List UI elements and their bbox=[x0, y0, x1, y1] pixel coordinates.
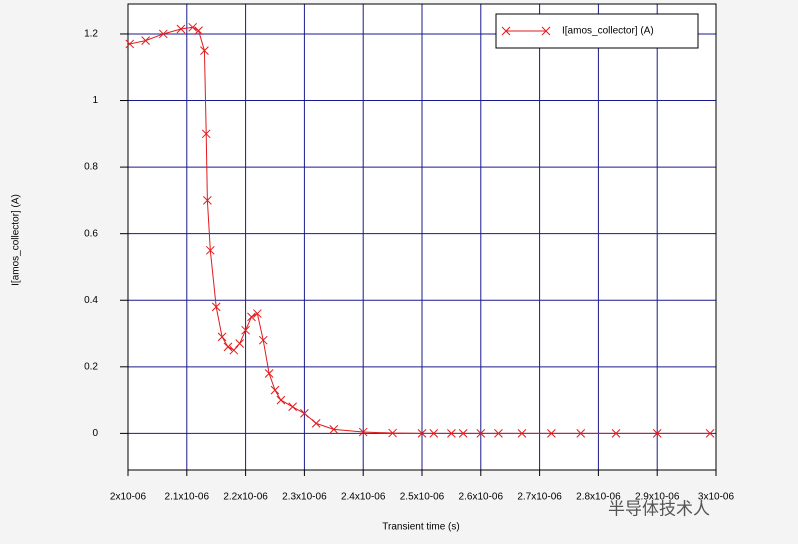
marker bbox=[258, 335, 268, 345]
marker bbox=[194, 26, 203, 35]
x-tick-label: 2.7x10-06 bbox=[517, 492, 562, 503]
x-tick-label: 2.6x10-06 bbox=[459, 492, 504, 503]
watermark: 半导体技术人 bbox=[608, 499, 710, 518]
x-tick-label: 2x10-06 bbox=[110, 492, 147, 503]
x-tick-label: 2.3x10-06 bbox=[282, 492, 327, 503]
y-tick-label: 0.8 bbox=[84, 162, 98, 173]
legend-marker bbox=[501, 26, 551, 36]
marker bbox=[211, 302, 221, 312]
series-line bbox=[129, 26, 711, 434]
y-tick-label: 0.2 bbox=[84, 361, 98, 372]
marker bbox=[476, 429, 486, 438]
plot-border bbox=[127, 3, 717, 471]
y-tick-label: 1.2 bbox=[84, 29, 98, 40]
legend-label: I[amos_collector] (A) bbox=[562, 26, 654, 37]
marker bbox=[705, 429, 715, 438]
marker bbox=[201, 129, 211, 139]
marker bbox=[253, 309, 262, 318]
x-tick-label: 2.4x10-06 bbox=[341, 492, 386, 503]
marker bbox=[311, 419, 321, 428]
x-tick-label: 2.2x10-06 bbox=[223, 492, 268, 503]
x-tick-label: 2.5x10-06 bbox=[400, 492, 445, 503]
y-tick-label: 0.4 bbox=[84, 295, 98, 306]
marker bbox=[358, 427, 368, 437]
x-tick-label: 2.8x10-06 bbox=[576, 492, 621, 503]
marker bbox=[388, 428, 397, 438]
y-tick-label: 0.6 bbox=[84, 228, 98, 239]
y-tick-label: 1 bbox=[92, 95, 98, 106]
marker bbox=[429, 429, 439, 438]
marker bbox=[217, 332, 227, 342]
marker bbox=[205, 245, 215, 255]
marker bbox=[141, 36, 150, 45]
marker bbox=[270, 385, 280, 395]
y-tick-label: 0 bbox=[92, 428, 98, 439]
marker bbox=[288, 402, 297, 412]
y-axis-title: I[amos_collector] (A) bbox=[11, 194, 22, 286]
marker bbox=[447, 429, 456, 438]
marker bbox=[494, 429, 503, 438]
marker bbox=[276, 395, 286, 405]
marker bbox=[547, 429, 556, 438]
marker bbox=[158, 29, 168, 39]
x-tick-label: 2.1x10-06 bbox=[165, 492, 210, 503]
marker bbox=[517, 429, 527, 438]
x-tick-label: 3x10-06 bbox=[698, 492, 735, 503]
x-tick-label: 2.9x10-06 bbox=[635, 492, 680, 503]
marker bbox=[188, 22, 198, 32]
marker bbox=[200, 46, 209, 55]
marker bbox=[417, 429, 427, 438]
marker bbox=[176, 24, 186, 34]
x-axis-title: Transient time (s) bbox=[382, 522, 459, 533]
marker bbox=[458, 429, 468, 438]
marker bbox=[611, 429, 621, 438]
marker bbox=[264, 369, 274, 378]
marker bbox=[300, 409, 309, 418]
marker bbox=[235, 339, 245, 348]
marker bbox=[223, 342, 233, 352]
marker bbox=[247, 312, 256, 322]
marker bbox=[203, 196, 212, 205]
marker bbox=[652, 429, 662, 438]
marker bbox=[241, 325, 250, 335]
marker bbox=[229, 345, 239, 355]
marker bbox=[329, 425, 339, 434]
marker bbox=[125, 39, 135, 49]
marker bbox=[576, 429, 586, 438]
